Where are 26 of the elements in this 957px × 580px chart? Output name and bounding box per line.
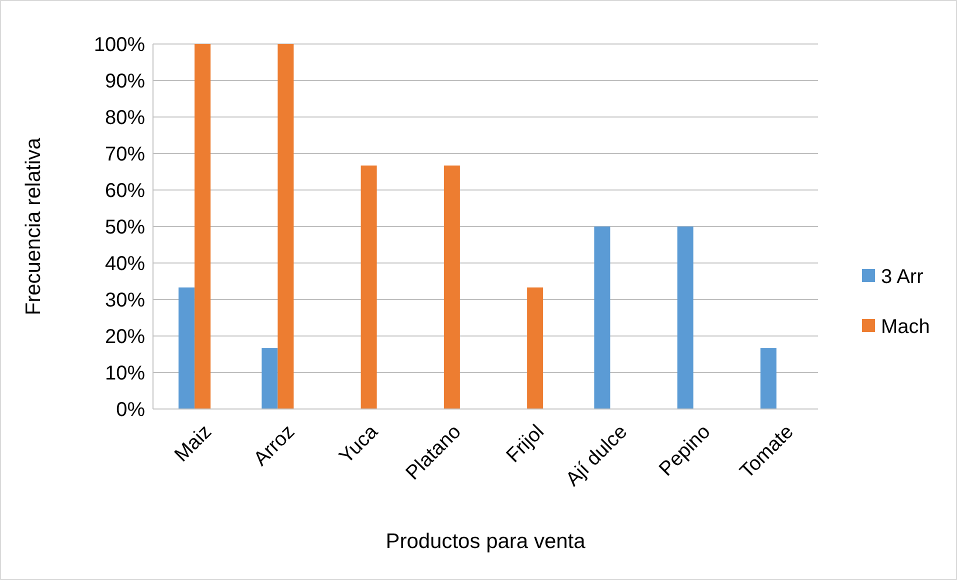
y-tick-label: 100%	[94, 34, 146, 56]
y-tick-label: 0%	[116, 399, 146, 421]
y-tick-label: 40%	[104, 253, 146, 275]
x-axis-title: Productos para venta	[386, 530, 586, 553]
bar	[360, 166, 377, 409]
bar	[527, 287, 544, 409]
bar	[594, 226, 610, 409]
bar	[194, 44, 211, 409]
bar	[760, 348, 776, 409]
y-tick-label: 30%	[104, 290, 146, 312]
y-tick-label: 70%	[104, 144, 146, 166]
legend-label: 3 Arr	[881, 266, 924, 288]
y-tick-label: 50%	[104, 216, 146, 238]
y-tick-label: 80%	[104, 107, 146, 129]
bar	[178, 287, 195, 409]
bar	[278, 44, 294, 409]
bar	[262, 348, 278, 409]
bar	[444, 166, 460, 409]
bar	[677, 226, 694, 409]
legend-label: Mach	[881, 316, 930, 338]
y-axis-title: Frecuencia relativa	[22, 137, 45, 316]
y-tick-label: 90%	[104, 70, 146, 92]
y-tick-label: 60%	[104, 180, 146, 202]
y-tick-label: 20%	[104, 326, 146, 348]
y-tick-label: 10%	[104, 362, 146, 384]
x-tick-label: Yuca	[335, 420, 383, 468]
